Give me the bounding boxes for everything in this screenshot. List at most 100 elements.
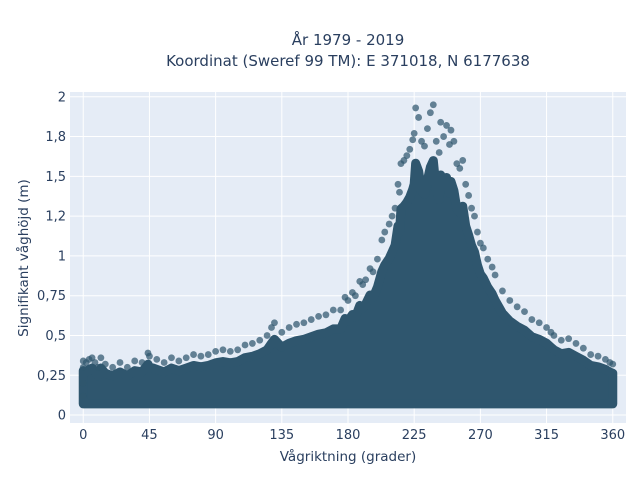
data-point bbox=[351, 292, 359, 300]
data-point bbox=[450, 137, 458, 145]
data-point bbox=[182, 354, 190, 362]
data-point bbox=[410, 129, 418, 137]
x-tick-label: 180 bbox=[336, 428, 361, 443]
data-point bbox=[300, 319, 308, 327]
x-tick-label: 270 bbox=[468, 428, 493, 443]
data-point bbox=[565, 335, 573, 343]
data-point bbox=[175, 357, 183, 365]
data-point bbox=[426, 109, 434, 117]
data-point bbox=[437, 118, 445, 126]
tick-labels: 0 45 90 135 180 225 270 315 360 0 0,25 0,5 0,75 1 1,2 1… bbox=[37, 90, 625, 443]
data-point bbox=[484, 255, 492, 263]
data-point bbox=[160, 359, 168, 366]
data-point bbox=[506, 297, 514, 304]
data-point bbox=[474, 228, 481, 236]
x-tick-label: 45 bbox=[141, 428, 158, 443]
data-point bbox=[293, 320, 300, 328]
data-point bbox=[609, 360, 617, 368]
data-point bbox=[594, 352, 602, 360]
data-point bbox=[429, 101, 437, 109]
x-tick-label: 225 bbox=[402, 428, 427, 443]
data-point bbox=[528, 316, 536, 323]
data-point bbox=[409, 136, 417, 144]
data-point bbox=[557, 336, 565, 344]
data-point bbox=[403, 152, 411, 160]
data-point bbox=[479, 244, 487, 252]
data-point bbox=[465, 192, 473, 199]
data-point bbox=[456, 164, 464, 172]
data-point bbox=[388, 212, 396, 220]
data-point bbox=[234, 346, 242, 354]
data-point bbox=[344, 297, 352, 304]
data-point bbox=[488, 263, 496, 271]
data-point bbox=[315, 312, 322, 320]
data-point bbox=[550, 332, 558, 339]
data-point bbox=[471, 212, 478, 220]
data-point bbox=[521, 308, 528, 316]
data-point bbox=[424, 125, 431, 133]
y-tick-label: 1,2 bbox=[45, 210, 66, 225]
x-axis-title: Vågriktning (grader) bbox=[280, 448, 417, 465]
data-point bbox=[329, 306, 337, 314]
data-point bbox=[459, 157, 467, 164]
point-cloud-band bbox=[78, 156, 618, 409]
y-tick-label: 0,5 bbox=[45, 329, 66, 344]
data-point bbox=[204, 351, 212, 358]
data-point bbox=[146, 352, 153, 360]
data-point bbox=[385, 220, 393, 228]
data-point bbox=[109, 363, 117, 371]
data-point bbox=[396, 188, 403, 196]
x-tick-label: 360 bbox=[600, 428, 625, 443]
data-point bbox=[513, 303, 521, 311]
data-point bbox=[394, 180, 402, 188]
x-tick-label: 315 bbox=[534, 428, 559, 443]
data-point bbox=[421, 142, 428, 150]
data-point bbox=[369, 268, 377, 276]
data-point bbox=[406, 145, 414, 153]
data-point bbox=[97, 354, 105, 362]
data-point bbox=[535, 319, 543, 327]
data-points bbox=[79, 101, 617, 400]
data-point bbox=[168, 354, 175, 362]
data-point bbox=[440, 133, 448, 140]
x-tick-label: 90 bbox=[207, 428, 224, 443]
data-point bbox=[241, 341, 249, 349]
point-density-band bbox=[78, 156, 618, 409]
y-tick-label: 1 bbox=[58, 249, 66, 264]
data-point bbox=[79, 392, 87, 400]
data-point bbox=[307, 316, 315, 323]
data-point bbox=[543, 324, 550, 331]
data-point bbox=[587, 351, 595, 358]
y-tick-label: 1,8 bbox=[45, 130, 66, 145]
data-point bbox=[116, 359, 124, 366]
data-point bbox=[138, 359, 146, 366]
data-point bbox=[226, 347, 234, 355]
data-point bbox=[491, 271, 499, 279]
data-point bbox=[374, 255, 381, 263]
data-point bbox=[101, 360, 109, 368]
chart-subtitle: Koordinat (Sweref 99 TM): E 371018, N 61… bbox=[166, 52, 530, 70]
x-tick-label: 0 bbox=[79, 428, 87, 443]
data-point bbox=[468, 204, 475, 212]
y-axis-title: Signifikant våghöjd (m) bbox=[15, 179, 32, 337]
y-tick-label: 0,75 bbox=[37, 289, 66, 304]
data-point bbox=[131, 357, 139, 365]
data-point bbox=[322, 311, 330, 319]
data-point bbox=[443, 122, 450, 129]
data-point bbox=[94, 363, 102, 371]
data-point bbox=[362, 276, 370, 284]
data-point bbox=[499, 287, 506, 295]
y-tick-label: 0,25 bbox=[37, 369, 66, 384]
y-tick-label: 1,5 bbox=[45, 170, 66, 185]
y-tick-label: 0 bbox=[58, 409, 66, 424]
data-point bbox=[412, 104, 420, 112]
data-point bbox=[572, 340, 580, 347]
x-tick-label: 135 bbox=[269, 428, 294, 443]
data-point bbox=[278, 328, 286, 336]
data-point bbox=[123, 363, 131, 371]
data-point bbox=[153, 355, 161, 363]
data-point bbox=[79, 379, 87, 387]
chart-title: År 1979 - 2019 bbox=[292, 30, 405, 49]
data-point bbox=[432, 137, 440, 145]
